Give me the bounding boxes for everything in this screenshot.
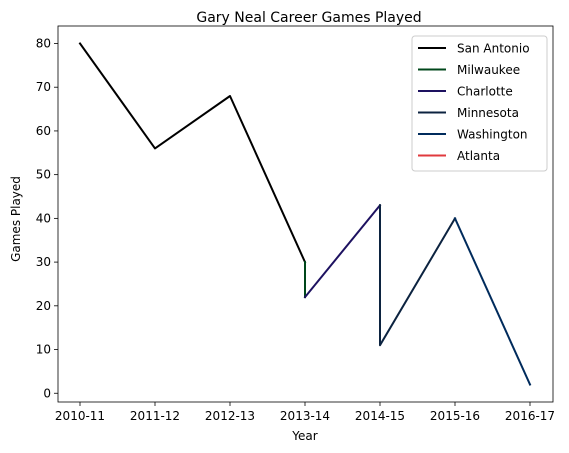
series-line-san-antonio bbox=[78, 42, 307, 264]
y-tick-label: 10 bbox=[36, 343, 51, 357]
legend-label: Charlotte bbox=[457, 85, 513, 99]
plot-frame bbox=[57, 25, 554, 403]
legend-label: Minnesota bbox=[457, 106, 519, 120]
y-tick-label: 30 bbox=[36, 255, 51, 269]
plot-area bbox=[78, 42, 532, 386]
legend: San Antonio Milwaukee Charlotte Minnesota Wa… bbox=[411, 35, 548, 172]
x-axis: 2010-11 2011-12 2012-13 2013-14 2014-15 2015-… bbox=[55, 402, 555, 423]
x-tick-label: 2012-13 bbox=[205, 409, 255, 423]
y-tick-label: 40 bbox=[36, 211, 51, 225]
chart-title: Gary Neal Career Games Played bbox=[196, 10, 421, 26]
legend-label: San Antonio bbox=[457, 42, 530, 56]
series-line-washington bbox=[453, 217, 532, 386]
x-tick-label: 2011-12 bbox=[130, 409, 180, 423]
legend-label: Milwaukee bbox=[457, 63, 520, 77]
y-axis: 0 10 20 30 40 50 60 70 80 bbox=[36, 36, 58, 400]
y-tick-label: 70 bbox=[36, 80, 51, 94]
x-tick-label: 2015-16 bbox=[430, 409, 480, 423]
x-tick-label: 2014-15 bbox=[355, 409, 405, 423]
x-axis-label: Year bbox=[291, 429, 317, 443]
y-tick-label: 50 bbox=[36, 168, 51, 182]
y-tick-label: 80 bbox=[36, 36, 51, 50]
legend-label: Atlanta bbox=[457, 149, 500, 163]
series-line-charlotte bbox=[303, 203, 382, 299]
x-tick-label: 2010-11 bbox=[55, 409, 105, 423]
series-line-minnesota bbox=[379, 204, 457, 347]
y-tick-label: 20 bbox=[36, 299, 51, 313]
x-tick-label: 2016-17 bbox=[505, 409, 555, 423]
y-tick-label: 60 bbox=[36, 124, 51, 138]
y-tick-label: 0 bbox=[43, 386, 51, 400]
legend-label: Washington bbox=[457, 128, 528, 142]
y-axis-label: Games Played bbox=[9, 176, 23, 262]
x-tick-label: 2013-14 bbox=[280, 409, 330, 423]
